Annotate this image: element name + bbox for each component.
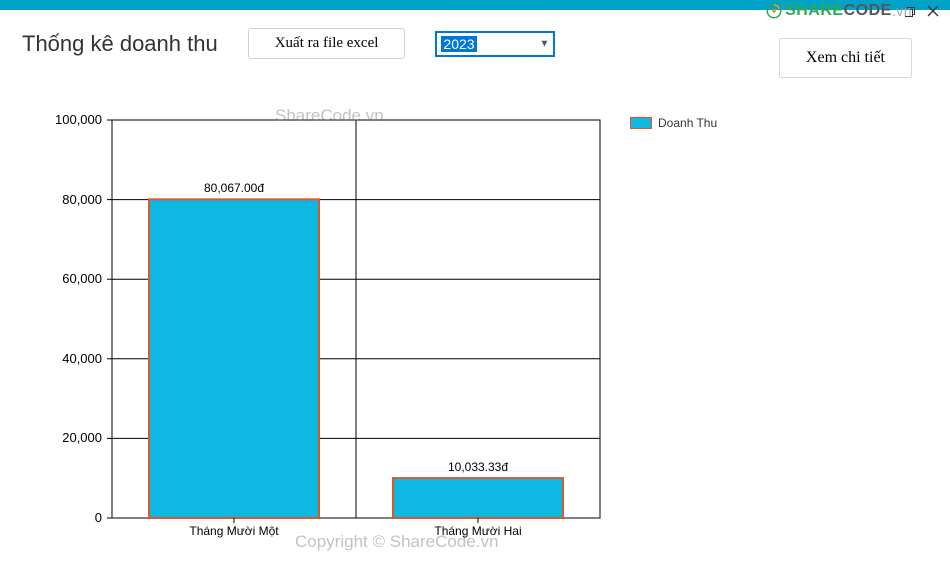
year-select[interactable]: 2023 ▼ — [435, 31, 555, 57]
chart-svg — [60, 100, 930, 545]
legend-label: Doanh Thu — [658, 116, 717, 130]
y-axis-tick: 60,000 — [42, 271, 102, 286]
bar-value-label: 80,067.00đ — [204, 181, 264, 195]
revenue-chart: Doanh Thu ShareCode.vn Copyright © Share… — [60, 100, 930, 545]
export-excel-button[interactable]: Xuất ra file excel — [248, 28, 406, 59]
x-axis-tick: Tháng Mười Một — [189, 524, 278, 538]
year-select-value: 2023 — [441, 36, 476, 52]
brand-text-vn: .vn — [892, 3, 912, 19]
view-detail-button[interactable]: Xem chi tiết — [779, 38, 912, 78]
watermark-logo: SHARECODE.vn — [765, 2, 912, 20]
bar-value-label: 10,033.33đ — [448, 460, 508, 474]
brand-text-1: SHARE — [785, 2, 844, 20]
legend-swatch — [630, 117, 652, 129]
brand-text-2: CODE — [844, 2, 892, 20]
y-axis-tick: 0 — [42, 510, 102, 525]
page-title: Thống kê doanh thu — [22, 31, 218, 57]
y-axis-tick: 80,000 — [42, 192, 102, 207]
y-axis-tick: 20,000 — [42, 430, 102, 445]
watermark-text-top: ShareCode.vn — [275, 106, 384, 126]
y-axis-tick: 100,000 — [42, 112, 102, 127]
x-axis-tick: Tháng Mười Hai — [434, 524, 521, 538]
y-axis-tick: 40,000 — [42, 351, 102, 366]
chart-legend: Doanh Thu — [630, 116, 717, 130]
window-close-icon[interactable] — [926, 4, 940, 18]
chevron-down-icon: ▼ — [540, 38, 550, 49]
